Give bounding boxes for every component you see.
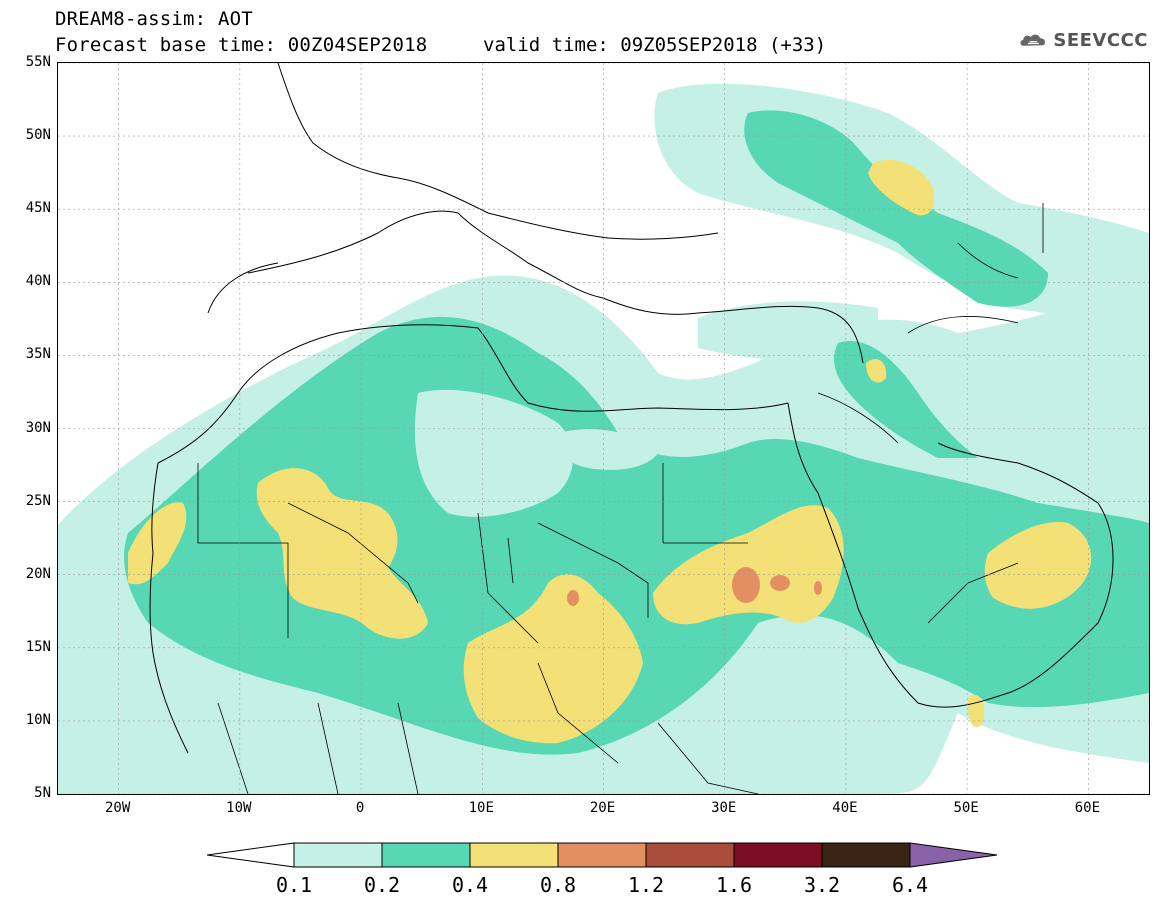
colorbar-bin [381,842,471,868]
map-area [57,62,1150,795]
latitude-label: 55N [25,54,51,70]
coastlines [149,63,1114,754]
country-borders [197,203,1044,794]
longitude-label: 30E [711,800,737,816]
valid-time: valid time: 09Z05SEP2018 (+33) [483,34,827,56]
latitude-label: 15N [25,638,51,655]
colorbar-level-label: 6.4 [891,873,929,897]
grid-lines [58,63,1149,794]
latitude-label: 30N [25,419,51,436]
longitude-label: 0 [355,800,365,816]
aot-contour-0.4 [128,159,1092,744]
latitude-label: 35N [25,346,51,363]
colorbar-over-triangle [909,842,998,868]
colorbar-bin [293,842,383,868]
longitude-label: 20E [589,800,616,816]
latitude-label: 10N [25,711,51,728]
colorbar-bin [733,842,823,868]
colorbar-bin [469,842,559,868]
colorbar-level-label: 0.1 [275,873,313,897]
latitude-label: 25N [25,492,51,509]
latitude-label: 50N [25,127,51,144]
colorbar-level-label: 0.2 [363,873,401,897]
logo-text: SEEVCCC [1053,29,1148,51]
longitude-label: 60E [1074,800,1101,816]
colorbar-level-label: 3.2 [803,873,841,897]
colorbar-bin [821,842,911,868]
colorbar-level-label: 1.2 [627,873,665,897]
aot-contour-0.8 [567,567,822,606]
longitude-label: 20W [104,800,131,816]
longitude-label: 50E [953,800,979,816]
colorbar-level-label: 0.8 [539,873,577,897]
latitude-label: 40N [25,273,51,290]
cloud-icon [1020,34,1045,46]
colorbar-under-triangle [206,842,295,868]
forecast-base-time: Forecast base time: 00Z04SEP2018 [55,34,428,56]
aot-map [58,63,1149,794]
latitude-label: 5N [34,785,51,801]
latitude-label: 20N [25,565,51,582]
colorbar-level-label: 1.6 [715,873,753,897]
latitude-label: 45N [25,200,51,217]
colorbar [206,842,998,868]
map-title: DREAM8-assim: AOT [55,8,253,30]
longitude-label: 10W [226,800,252,816]
colorbar-bin [645,842,735,868]
colorbar-level-label: 0.4 [451,873,489,897]
longitude-label: 10E [468,800,494,816]
longitude-label: 40E [832,800,858,816]
colorbar-bin [557,842,647,868]
seevccc-logo: SEEVCCC [1018,24,1148,56]
